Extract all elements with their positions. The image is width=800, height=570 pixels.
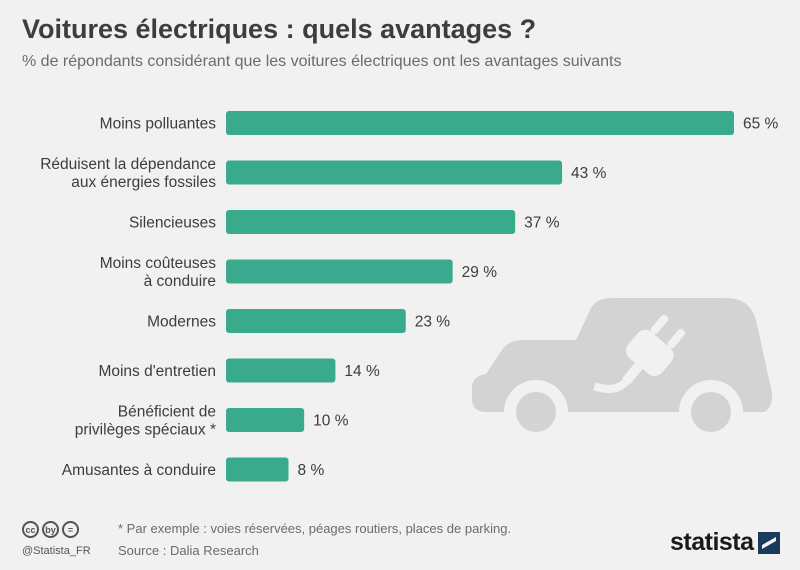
- attribution-icon: by: [42, 521, 59, 538]
- social-handle: @Statista_FR: [22, 545, 91, 557]
- brand-name: statista: [670, 528, 754, 556]
- category-label-line: à conduire: [144, 273, 216, 290]
- category-label-2: Silencieuses: [129, 215, 216, 232]
- category-label-7: Amusantes à conduire: [62, 462, 216, 479]
- category-label-line: Réduisent la dépendance: [40, 156, 216, 173]
- bar-chart: 65 % Moins polluantes 43 % Réduisent la dép…: [40, 111, 779, 482]
- category-label-line: Moins polluantes: [100, 116, 217, 133]
- category-label-line: aux énergies fossiles: [71, 174, 216, 191]
- value-label-7: 8 %: [298, 462, 325, 479]
- value-label-4: 23 %: [415, 314, 451, 331]
- bar-5: [226, 358, 336, 383]
- cc-icon: cc: [22, 521, 39, 538]
- value-label-0: 65 %: [743, 116, 779, 133]
- category-label-6: Bénéficient de privilèges spéciaux *: [75, 404, 216, 439]
- bar-2: [226, 210, 516, 234]
- category-label-5: Moins d'entretien: [98, 363, 216, 380]
- value-label-3: 29 %: [462, 264, 498, 281]
- category-label-0: Moins polluantes: [100, 116, 217, 133]
- bar-3: [226, 259, 453, 284]
- license-icons: cc by =: [22, 521, 79, 538]
- category-label-line: Modernes: [147, 314, 216, 331]
- category-label-line: Bénéficient de: [118, 404, 216, 421]
- electric-car-plug-icon: [472, 298, 772, 438]
- statista-logo: statista: [670, 528, 780, 557]
- category-label-1: Réduisent la dépendance aux énergies foss…: [40, 156, 216, 191]
- bar-1: [226, 160, 563, 185]
- bar-7: [226, 457, 289, 482]
- statista-mark-icon: [757, 531, 780, 554]
- bar-6: [226, 408, 305, 432]
- category-label-line: privilèges spéciaux *: [75, 422, 216, 439]
- page-title: Voitures électriques : quels avantages ?: [22, 14, 537, 44]
- category-label-line: Moins coûteuses: [100, 255, 217, 272]
- footnote: * Par exemple : voies réservées, péages …: [118, 521, 512, 536]
- value-label-2: 37 %: [524, 215, 560, 232]
- category-label-line: Moins d'entretien: [98, 363, 216, 380]
- no-derivatives-icon: =: [62, 521, 79, 538]
- category-label-line: Amusantes à conduire: [62, 462, 216, 479]
- value-label-6: 10 %: [313, 413, 349, 430]
- page-subtitle: % de répondants considérant que les voit…: [22, 53, 622, 70]
- category-label-line: Silencieuses: [129, 215, 216, 232]
- category-label-4: Modernes: [147, 314, 216, 331]
- value-label-5: 14 %: [344, 363, 380, 380]
- bar-4: [226, 309, 406, 333]
- value-label-1: 43 %: [571, 165, 607, 182]
- category-label-3: Moins coûteuses à conduire: [100, 255, 217, 290]
- bar-0: [226, 111, 734, 135]
- source-note: Source : Dalia Research: [118, 543, 259, 558]
